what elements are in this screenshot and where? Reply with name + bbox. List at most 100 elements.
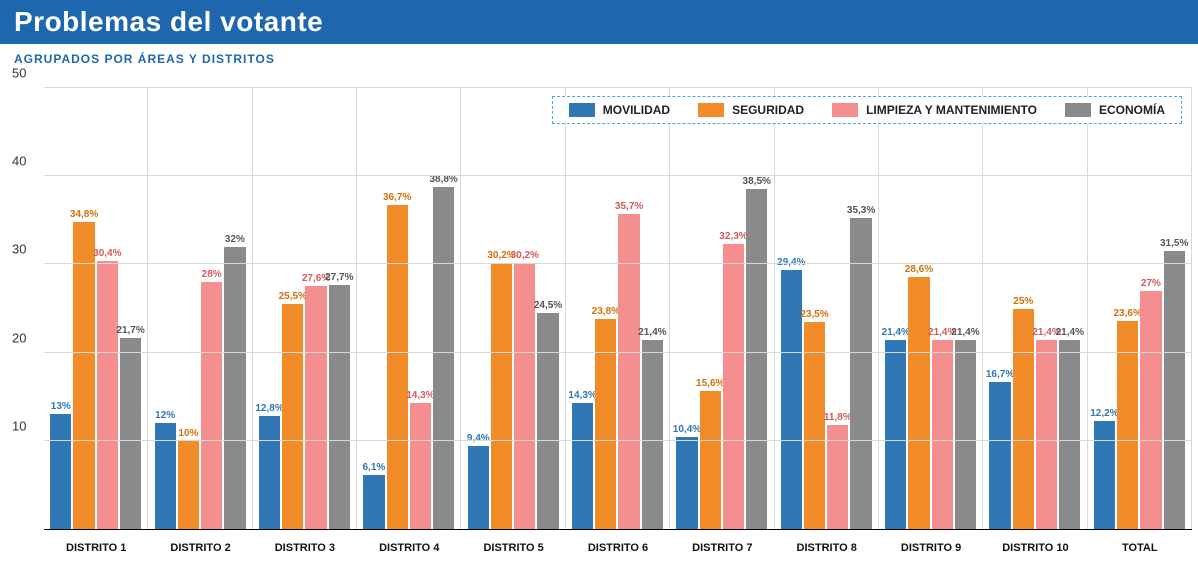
x-axis-label: DISTRITO 1	[44, 542, 148, 554]
plot-area: MOVILIDAD SEGURIDAD LIMPIEZA Y MANTENIMIEN…	[44, 88, 1192, 530]
bar-limpieza: 21,4%	[1036, 340, 1057, 529]
bars-container: 14,3%23,8%35,7%21,4%	[572, 88, 663, 529]
bars-container: 12%10%28%32%	[155, 88, 246, 529]
gridline	[44, 175, 1192, 176]
y-axis-tick-label: 40	[12, 154, 26, 169]
bar-seguridad: 23,8%	[595, 319, 616, 529]
bar-value-label: 12,8%	[255, 403, 283, 416]
bar-economia: 38,8%	[433, 187, 454, 529]
bar-group: 12%10%28%32%	[148, 88, 252, 529]
bar-economia: 27,7%	[329, 285, 350, 529]
legend-swatch	[1065, 103, 1091, 117]
bar-seguridad: 36,7%	[387, 205, 408, 529]
bar-economia: 21,4%	[955, 340, 976, 529]
bar-seguridad: 25%	[1013, 309, 1034, 530]
bar-limpieza: 28%	[201, 282, 222, 529]
bar-movilidad: 16,7%	[989, 382, 1010, 529]
bar-value-label: 31,5%	[1160, 238, 1188, 251]
bars-container: 6,1%36,7%14,3%38,8%	[363, 88, 454, 529]
bar-movilidad: 14,3%	[572, 403, 593, 529]
x-axis-label: DISTRITO 4	[357, 542, 461, 554]
legend-swatch	[569, 103, 595, 117]
legend-item-movilidad: MOVILIDAD	[569, 103, 670, 117]
bar-value-label: 16,7%	[986, 369, 1014, 382]
bar-economia: 24,5%	[537, 313, 558, 529]
legend-label: LIMPIEZA Y MANTENIMIENTO	[866, 103, 1037, 117]
bar-seguridad: 25,5%	[282, 304, 303, 529]
gridline	[44, 440, 1192, 441]
bar-value-label: 21,4%	[882, 327, 910, 340]
bar-value-label: 12%	[155, 410, 175, 423]
chart-area: MOVILIDAD SEGURIDAD LIMPIEZA Y MANTENIMIEN…	[0, 70, 1198, 560]
bar-economia: 21,4%	[642, 340, 663, 529]
bar-limpieza: 14,3%	[410, 403, 431, 529]
bar-value-label: 15,6%	[696, 378, 724, 391]
bars-container: 16,7%25%21,4%21,4%	[989, 88, 1080, 529]
x-axis-label: DISTRITO 9	[879, 542, 983, 554]
bar-value-label: 11,8%	[824, 412, 852, 425]
bar-seguridad: 28,6%	[908, 277, 929, 529]
bar-movilidad: 12,2%	[1094, 421, 1115, 529]
bar-limpieza: 21,4%	[932, 340, 953, 529]
x-axis-label: DISTRITO 5	[461, 542, 565, 554]
bar-limpieza: 32,3%	[723, 244, 744, 529]
bar-economia: 21,7%	[120, 338, 141, 529]
bar-limpieza: 30,4%	[97, 261, 118, 529]
bar-economia: 32%	[224, 247, 245, 529]
bar-value-label: 21,4%	[1056, 327, 1084, 340]
bar-group: 12,2%23,6%27%31,5%	[1088, 88, 1192, 529]
bar-group: 14,3%23,8%35,7%21,4%	[566, 88, 670, 529]
legend-swatch	[698, 103, 724, 117]
bar-group: 16,7%25%21,4%21,4%	[983, 88, 1087, 529]
bar-value-label: 21,4%	[951, 327, 979, 340]
bar-value-label: 28%	[202, 269, 222, 282]
bar-value-label: 34,8%	[70, 209, 98, 222]
y-axis-tick-label: 20	[12, 330, 26, 345]
bar-seguridad: 23,5%	[804, 322, 825, 529]
bar-value-label: 30,4%	[93, 248, 121, 261]
bar-seguridad: 10%	[178, 441, 199, 529]
bar-value-label: 36,7%	[383, 192, 411, 205]
bar-value-label: 10,4%	[673, 424, 701, 437]
bar-value-label: 27,7%	[325, 272, 353, 285]
bar-value-label: 38,5%	[743, 176, 771, 189]
x-axis-label: DISTRITO 8	[775, 542, 879, 554]
bar-value-label: 24,5%	[534, 300, 562, 313]
bar-movilidad: 21,4%	[885, 340, 906, 529]
x-axis-label: DISTRITO 3	[253, 542, 357, 554]
bar-value-label: 14,3%	[568, 390, 596, 403]
bar-value-label: 23,6%	[1113, 308, 1141, 321]
bar-value-label: 21,7%	[116, 325, 144, 338]
gridline	[44, 263, 1192, 264]
legend-item-economia: ECONOMÍA	[1065, 103, 1165, 117]
bar-value-label: 27%	[1141, 278, 1161, 291]
bars-container: 9,4%30,2%30,2%24,5%	[468, 88, 559, 529]
bar-value-label: 6,1%	[362, 462, 385, 475]
bar-group: 21,4%28,6%21,4%21,4%	[879, 88, 983, 529]
legend-label: MOVILIDAD	[603, 103, 670, 117]
y-axis-tick-label: 10	[12, 418, 26, 433]
bar-economia: 31,5%	[1164, 251, 1185, 529]
bar-movilidad: 29,4%	[781, 270, 802, 529]
bar-group: 6,1%36,7%14,3%38,8%	[357, 88, 461, 529]
bar-movilidad: 9,4%	[468, 446, 489, 529]
bar-seguridad: 15,6%	[700, 391, 721, 529]
bar-movilidad: 10,4%	[676, 437, 697, 529]
bars-container: 21,4%28,6%21,4%21,4%	[885, 88, 976, 529]
x-axis-labels: DISTRITO 1DISTRITO 2DISTRITO 3DISTRITO 4…	[44, 542, 1192, 554]
legend: MOVILIDAD SEGURIDAD LIMPIEZA Y MANTENIMIEN…	[552, 96, 1182, 124]
title-bar: Problemas del votante	[0, 0, 1198, 44]
bars-container: 12,2%23,6%27%31,5%	[1094, 88, 1185, 529]
bar-group: 9,4%30,2%30,2%24,5%	[461, 88, 565, 529]
bar-value-label: 32,3%	[719, 231, 747, 244]
bar-movilidad: 12,8%	[259, 416, 280, 529]
bars-container: 29,4%23,5%11,8%35,3%	[781, 88, 872, 529]
y-axis-tick-label: 30	[12, 242, 26, 257]
legend-item-seguridad: SEGURIDAD	[698, 103, 804, 117]
legend-label: ECONOMÍA	[1099, 103, 1165, 117]
bar-limpieza: 27%	[1140, 291, 1161, 529]
x-axis-label: DISTRITO 10	[983, 542, 1087, 554]
bar-value-label: 28,6%	[905, 264, 933, 277]
x-axis-label: TOTAL	[1088, 542, 1192, 554]
bar-group: 29,4%23,5%11,8%35,3%	[775, 88, 879, 529]
